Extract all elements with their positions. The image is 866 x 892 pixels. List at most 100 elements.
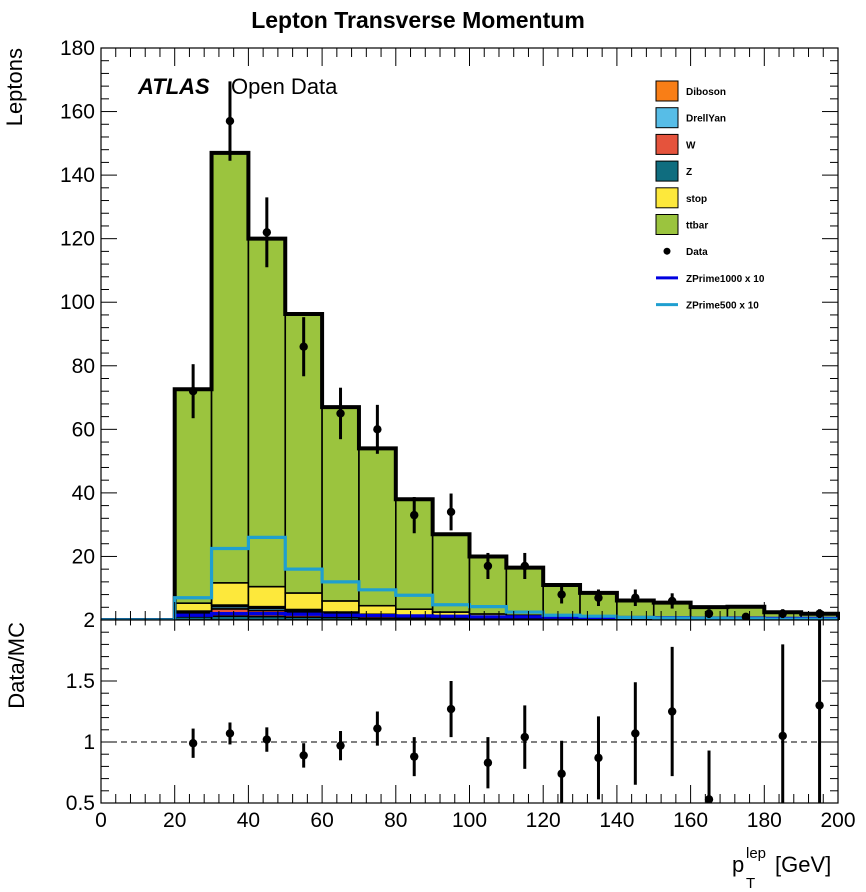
legend-label-w: W	[686, 140, 696, 151]
data-point-bin-15	[667, 596, 677, 606]
ratio-y-axis: 2 1.5 1 0.5	[66, 609, 838, 815]
main-y-axis-title: Leptons	[2, 48, 27, 126]
ratio-point	[778, 731, 787, 741]
bar-stop-bin-5	[284, 592, 323, 611]
data-point-bin-5	[299, 342, 308, 351]
data-point-bin-8	[410, 510, 419, 520]
ratio-y-tick-label: 0.5	[66, 792, 95, 815]
main-y-tick-label: 120	[60, 228, 95, 251]
bar-stop-bin-4	[247, 585, 287, 608]
legend-swatch-w	[655, 133, 679, 155]
chart-title: Lepton Transverse Momentum	[251, 7, 585, 33]
legend-label-diboson: Diboson	[686, 87, 726, 98]
x-tick-label: 140	[599, 809, 634, 832]
legend-label-zprime500-x-10: ZPrime500 x 10	[686, 301, 759, 312]
main-y-tick-label: 180	[60, 37, 95, 60]
atlas-label: ATLAS	[137, 74, 210, 99]
data-points	[188, 81, 824, 622]
ratio-point	[225, 729, 235, 738]
legend-swatch-z	[655, 160, 679, 182]
legend-swatch-diboson	[655, 80, 679, 102]
bar-stop-bin-7	[358, 604, 397, 616]
x-tick-label: 100	[452, 809, 487, 832]
bar-stop-bin-3	[210, 582, 250, 606]
ratio-points	[188, 620, 824, 804]
legend-swatch-drellyan	[655, 107, 679, 129]
data-point-bin-9	[446, 507, 456, 517]
bar-stop-bin-6	[321, 600, 360, 613]
main-y-tick-label: 60	[72, 418, 95, 441]
data-point-bin-14	[631, 593, 640, 602]
ratio-point	[188, 739, 198, 748]
ratio-point	[631, 729, 640, 738]
ratio-point	[594, 753, 603, 763]
ratio-point	[410, 752, 419, 761]
data-point-bin-10	[483, 561, 493, 571]
legend-label-z: Z	[686, 167, 692, 178]
data-point-bin-4	[262, 228, 272, 237]
x-tick-label: 180	[747, 809, 782, 832]
legend-swatch-ttbar	[655, 214, 679, 235]
ratio-point	[336, 741, 345, 750]
main-y-tick-label: 160	[60, 101, 95, 124]
data-point-bin-19	[815, 609, 824, 618]
x-tick-label: 200	[820, 809, 855, 832]
ratio-point	[815, 701, 824, 710]
main-y-tick-label: 140	[60, 164, 95, 187]
ratio-point	[262, 735, 272, 744]
bar-stop-bin-2	[173, 602, 213, 612]
stacked-histogram	[101, 150, 840, 622]
ratio-point	[704, 795, 714, 804]
data-point-bin-12	[557, 590, 566, 599]
ratio-y-tick-label: 2	[83, 609, 95, 632]
x-tick-label: 60	[310, 809, 333, 832]
main-x-ticks	[100, 48, 839, 620]
ratio-point	[557, 769, 566, 778]
data-point-bin-6	[336, 409, 345, 418]
main-y-tick-label: 40	[72, 482, 95, 505]
x-tick-label: 160	[673, 809, 708, 832]
data-point-bin-17	[741, 612, 751, 622]
main-y-axis: 180 160 140 120 100 80 60 40 20	[60, 37, 838, 621]
x-axis-title-unit: [GeV]	[775, 852, 831, 877]
ratio-x-axis: 0 20 40 60 80 100 120 140 160 180 200	[95, 620, 856, 832]
x-axis-title: p lep T [GeV]	[732, 845, 831, 892]
data-point-bin-3	[225, 116, 235, 126]
ratio-point	[483, 758, 493, 767]
bar-ttbar-bin-3	[210, 152, 250, 584]
ratio-y-tick-label: 1	[83, 731, 95, 754]
x-tick-label: 120	[526, 809, 561, 832]
ratio-panel: 2 1.5 1 0.5 0 20 40 60 80 100 120 140 160 180 200 Dat…	[4, 609, 856, 892]
ratio-plot-area	[101, 620, 838, 803]
x-axis-title-main: p	[732, 852, 744, 877]
x-tick-label: 40	[237, 809, 260, 832]
bar-ttbar-bin-2	[173, 388, 213, 604]
data-point-bin-2	[188, 387, 198, 396]
x-tick-label: 0	[95, 809, 107, 832]
data-point-bin-16	[704, 609, 714, 618]
legend-label-zprime1000-x-10: ZPrime1000 x 10	[686, 274, 765, 285]
ratio-point	[373, 724, 382, 733]
ratio-y-tick-label: 1.5	[66, 670, 95, 693]
legend-label-data: Data	[686, 247, 708, 258]
legend-label-drellyan: DrellYan	[686, 114, 726, 125]
main-y-tick-label: 100	[60, 291, 95, 314]
bar-ttbar-bin-4	[247, 237, 287, 588]
bar-ttbar-bin-7	[358, 447, 397, 607]
ratio-y-axis-title: Data/MC	[4, 622, 29, 709]
x-tick-label: 80	[384, 809, 407, 832]
main-y-tick-label: 80	[72, 355, 95, 378]
legend-label-stop: stop	[686, 194, 707, 205]
ratio-point	[667, 707, 677, 716]
ratio-point	[299, 751, 308, 760]
data-point-bin-7	[373, 425, 382, 434]
legend-swatch-stop	[655, 187, 679, 209]
x-tick-label: 20	[163, 809, 186, 832]
main-y-tick-label: 20	[72, 545, 95, 568]
bar-ttbar-bin-9	[431, 533, 471, 613]
ratio-point	[446, 704, 456, 714]
legend-label-ttbar: ttbar	[686, 221, 708, 232]
x-axis-title-sup: lep	[746, 845, 766, 862]
